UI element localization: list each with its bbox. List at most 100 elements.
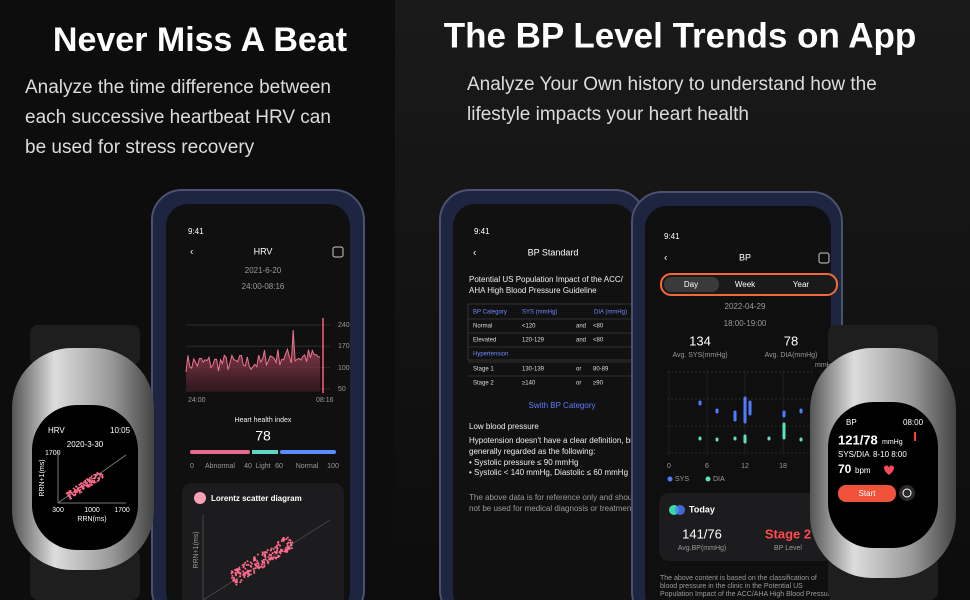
scatter-dot xyxy=(93,474,96,476)
scatter-dot xyxy=(68,490,71,492)
table-cell: ≥140 xyxy=(522,381,536,387)
scatter-dot xyxy=(91,479,94,482)
scatter-dot xyxy=(244,561,247,564)
footer: blood pressure in the clinic in the Pote… xyxy=(660,583,803,590)
table-cell: Elevated xyxy=(473,338,496,344)
back-icon: ‹ xyxy=(473,248,476,259)
switch-link[interactable]: Swith BP Category xyxy=(529,401,596,410)
tab[interactable]: Year xyxy=(793,280,810,289)
scatter-dot xyxy=(282,536,285,539)
y-label: 170 xyxy=(338,343,350,350)
scatter-dot xyxy=(266,549,269,552)
scatter-dot xyxy=(273,551,276,554)
scatter-dot xyxy=(89,483,91,486)
watch-screen xyxy=(32,405,138,550)
x-label: 08:16 xyxy=(316,397,334,404)
scatter-dot xyxy=(242,565,245,568)
scatter-dot xyxy=(237,571,240,574)
tab[interactable]: Day xyxy=(684,280,698,289)
scatter-dot xyxy=(74,489,76,492)
watch-axis: 1000 xyxy=(84,507,100,514)
avg-dia-label: Avg. DIA(mmHg) xyxy=(765,352,818,359)
table-cell: or xyxy=(576,367,581,373)
scatter-dot xyxy=(234,581,237,584)
scatter-dot xyxy=(87,485,90,488)
y-label: 240 xyxy=(338,322,350,329)
scatter-dot xyxy=(263,562,266,565)
intro: Potential US Population Impact of the AC… xyxy=(469,275,624,284)
bp-chart xyxy=(667,370,822,455)
scatter-dot xyxy=(245,563,248,566)
scatter-dot xyxy=(279,552,282,555)
scatter-dot xyxy=(290,543,293,546)
scatter-dot xyxy=(84,480,87,483)
scatter-dot xyxy=(76,491,79,493)
heading: Never Miss A Beat xyxy=(53,21,347,59)
scatter-dot xyxy=(93,479,96,482)
x-label: 12 xyxy=(741,463,749,470)
card xyxy=(659,493,835,561)
scatter-dot xyxy=(250,562,253,565)
subtitle-line: be used for stress recovery xyxy=(25,137,255,158)
scatter-dot xyxy=(271,552,274,555)
legend-swatch xyxy=(667,476,673,482)
status-time: 9:41 xyxy=(664,232,680,241)
scale-label: 100 xyxy=(327,463,339,470)
scatter-dot xyxy=(275,552,278,555)
scatter-dot xyxy=(239,581,242,584)
scatter-dot xyxy=(234,571,237,574)
scatter-dot xyxy=(289,541,292,544)
x-label: 0 xyxy=(667,463,671,470)
scatter-dot xyxy=(257,564,260,567)
table-cell: Stage 2 xyxy=(473,381,494,387)
table-cell: <80 xyxy=(593,338,604,344)
scale-label: 0 xyxy=(190,463,194,470)
scatter-dot xyxy=(79,483,82,485)
scatter-dot xyxy=(239,575,242,578)
scatter-dot xyxy=(246,560,249,563)
x-label: 24:00 xyxy=(188,397,206,404)
scatter-dot xyxy=(94,476,97,479)
scatter-dot xyxy=(90,483,93,486)
scatter-dot xyxy=(271,558,274,561)
scatter-dot xyxy=(67,492,70,495)
table-cell: ≥90 xyxy=(593,381,604,387)
scatter-dot xyxy=(235,568,238,571)
scatter-dot xyxy=(82,487,85,490)
scatter-dot xyxy=(243,576,246,579)
scatter-dot xyxy=(256,560,259,563)
bp-level-label: BP Level xyxy=(774,545,802,552)
scatter-dot xyxy=(78,492,81,494)
scatter-dot xyxy=(285,538,288,541)
scatter-dot xyxy=(253,572,256,575)
scatter-dot xyxy=(259,566,262,569)
scatter-dot xyxy=(249,561,252,564)
paragraph: generally regarded as the following: xyxy=(469,447,595,456)
scatter-dot xyxy=(267,556,270,559)
scale-label: Abnormal xyxy=(205,463,235,470)
screen-title: BP Standard xyxy=(528,247,579,257)
scatter-dot xyxy=(281,550,284,553)
scatter-dot xyxy=(99,474,101,476)
bp-table: BP Category SYS (mmHg) DIA (mmHg) Normal <12… xyxy=(468,310,633,387)
reading: 121/78 xyxy=(838,432,878,447)
table-cell: <80 xyxy=(593,324,604,330)
date: 2021-6-20 xyxy=(245,266,282,275)
scatter-dot xyxy=(285,546,288,549)
scatter-dot xyxy=(286,544,289,547)
scatter-dot xyxy=(249,569,252,572)
scatter-dot xyxy=(76,489,79,492)
start-button[interactable] xyxy=(838,485,896,502)
tab[interactable]: Week xyxy=(735,280,756,289)
scatter-dot xyxy=(269,549,272,552)
scatter-dot xyxy=(79,488,82,491)
scatter-dot xyxy=(83,481,85,483)
watch-time: 08:00 xyxy=(903,418,924,427)
scatter-dot xyxy=(276,544,279,547)
start-label[interactable]: Start xyxy=(859,489,877,498)
scatter-dot xyxy=(74,485,77,488)
clock-button[interactable] xyxy=(899,485,915,501)
watch-axis: RRN+1(ms) xyxy=(39,459,46,496)
scatter-dot xyxy=(284,549,287,552)
calendar-icon xyxy=(818,252,830,264)
